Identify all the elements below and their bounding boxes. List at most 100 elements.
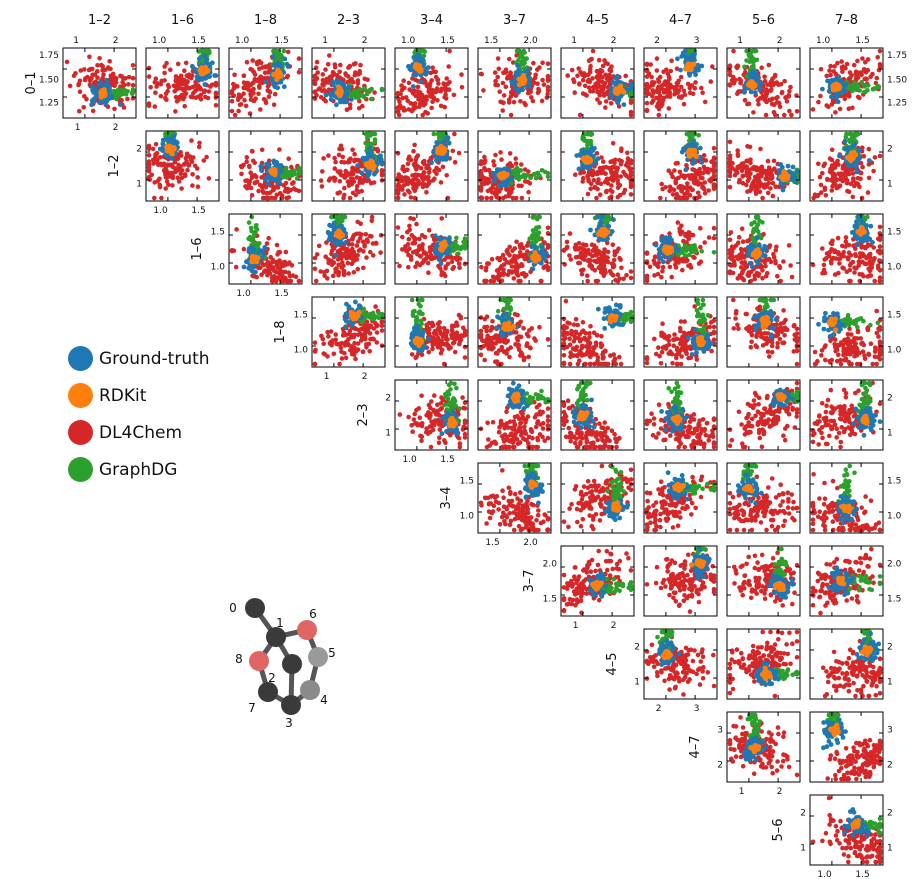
ground-truth-point <box>699 63 705 69</box>
dl4chem-point <box>580 77 586 83</box>
dl4chem-point <box>735 91 740 96</box>
dl4chem-point <box>337 190 343 195</box>
dl4chem-point <box>162 70 167 76</box>
graphdg-point <box>862 84 867 89</box>
dl4chem-point <box>146 153 152 158</box>
dl4chem-point <box>232 112 238 118</box>
dl4chem-point <box>836 184 842 189</box>
tick-label: 1.25 <box>39 99 59 109</box>
dl4chem-point <box>415 84 421 90</box>
dl4chem-point <box>405 188 411 194</box>
dl4chem-point <box>693 80 698 85</box>
dl4chem-point <box>787 108 792 114</box>
graphdg-point <box>515 48 520 54</box>
dl4chem-point <box>669 187 675 192</box>
dl4chem-point <box>271 102 277 107</box>
dl4chem-point <box>847 70 853 75</box>
graphdg-point <box>364 135 370 140</box>
dl4chem-point <box>438 88 444 94</box>
dl4chem-point <box>608 187 613 193</box>
dl4chem-point <box>597 100 602 106</box>
dl4chem-point <box>491 159 496 164</box>
dl4chem-point <box>590 89 596 94</box>
rdkit-point <box>98 89 104 95</box>
dl4chem-point <box>700 170 706 176</box>
tick-label: 1.5 <box>484 36 498 46</box>
dl4chem-point <box>430 87 435 93</box>
dl4chem-point <box>459 84 465 90</box>
dl4chem-point <box>451 92 457 98</box>
dl4chem-point <box>483 179 488 185</box>
dl4chem-point <box>130 75 136 81</box>
ground-truth-point <box>323 92 329 98</box>
dl4chem-point <box>489 195 494 201</box>
dl4chem-point <box>201 158 207 163</box>
dl4chem-point <box>788 84 793 90</box>
dl4chem-point <box>399 83 404 88</box>
dl4chem-point <box>623 172 628 178</box>
dl4chem-point <box>482 176 487 181</box>
dl4chem-point <box>833 110 838 115</box>
ground-truth-point <box>359 170 365 176</box>
graphdg-point <box>281 48 287 54</box>
dl4chem-point <box>737 76 742 82</box>
graphdg-point <box>588 138 594 144</box>
dl4chem-point <box>866 175 872 181</box>
dl4chem-point <box>440 164 446 170</box>
dl4chem-point <box>744 169 750 175</box>
dl4chem-point <box>727 72 733 78</box>
dl4chem-point <box>747 188 753 194</box>
ground-truth-point <box>107 85 112 91</box>
dl4chem-point <box>727 139 733 145</box>
dl4chem-point <box>782 112 787 118</box>
dl4chem-point <box>195 86 200 91</box>
dl4chem-point <box>840 166 846 171</box>
dl4chem-point <box>358 62 363 68</box>
scatter-panel <box>560 130 635 202</box>
dl4chem-point <box>613 157 618 163</box>
dl4chem-point <box>244 155 250 160</box>
dl4chem-point <box>95 69 100 74</box>
dl4chem-point <box>875 55 880 60</box>
column-title: 4–5 <box>586 13 609 28</box>
ground-truth-point <box>683 53 688 59</box>
tick-label: 2 <box>362 36 368 46</box>
dl4chem-point <box>657 96 662 102</box>
dl4chem-point <box>690 187 695 193</box>
dl4chem-point <box>447 80 452 85</box>
dl4chem-point <box>844 180 850 186</box>
dl4chem-point <box>519 195 525 201</box>
tick-label: 1 <box>73 36 79 46</box>
dl4chem-point <box>621 190 627 196</box>
dl4chem-point <box>709 159 715 164</box>
dl4chem-point <box>587 67 593 72</box>
dl4chem-point <box>510 186 515 191</box>
dl4chem-point <box>169 162 175 167</box>
graphdg-point <box>520 55 526 60</box>
dl4chem-point <box>625 156 631 161</box>
tick-label: 1 <box>571 36 577 46</box>
dl4chem-point <box>435 98 440 103</box>
dl4chem-point <box>198 92 204 98</box>
dl4chem-point <box>168 67 173 72</box>
dl4chem-point <box>159 195 164 201</box>
dl4chem-point <box>679 195 684 201</box>
dl4chem-point <box>83 76 88 81</box>
dl4chem-point <box>727 63 733 68</box>
dl4chem-point <box>625 150 630 156</box>
dl4chem-point <box>742 97 748 103</box>
ground-truth-point <box>692 51 697 57</box>
dl4chem-point <box>690 91 696 97</box>
ground-truth-point <box>615 100 621 106</box>
dl4chem-point <box>745 144 750 149</box>
dl4chem-point <box>250 58 255 63</box>
graphdg-point <box>848 131 854 137</box>
column-title: 3–4 <box>420 13 443 28</box>
graphdg-point <box>369 86 374 92</box>
dl4chem-point <box>185 79 190 84</box>
dl4chem-point <box>436 167 442 173</box>
dl4chem-point <box>146 74 152 79</box>
dl4chem-point <box>865 57 871 62</box>
tick-label: 1.50 <box>887 76 907 86</box>
